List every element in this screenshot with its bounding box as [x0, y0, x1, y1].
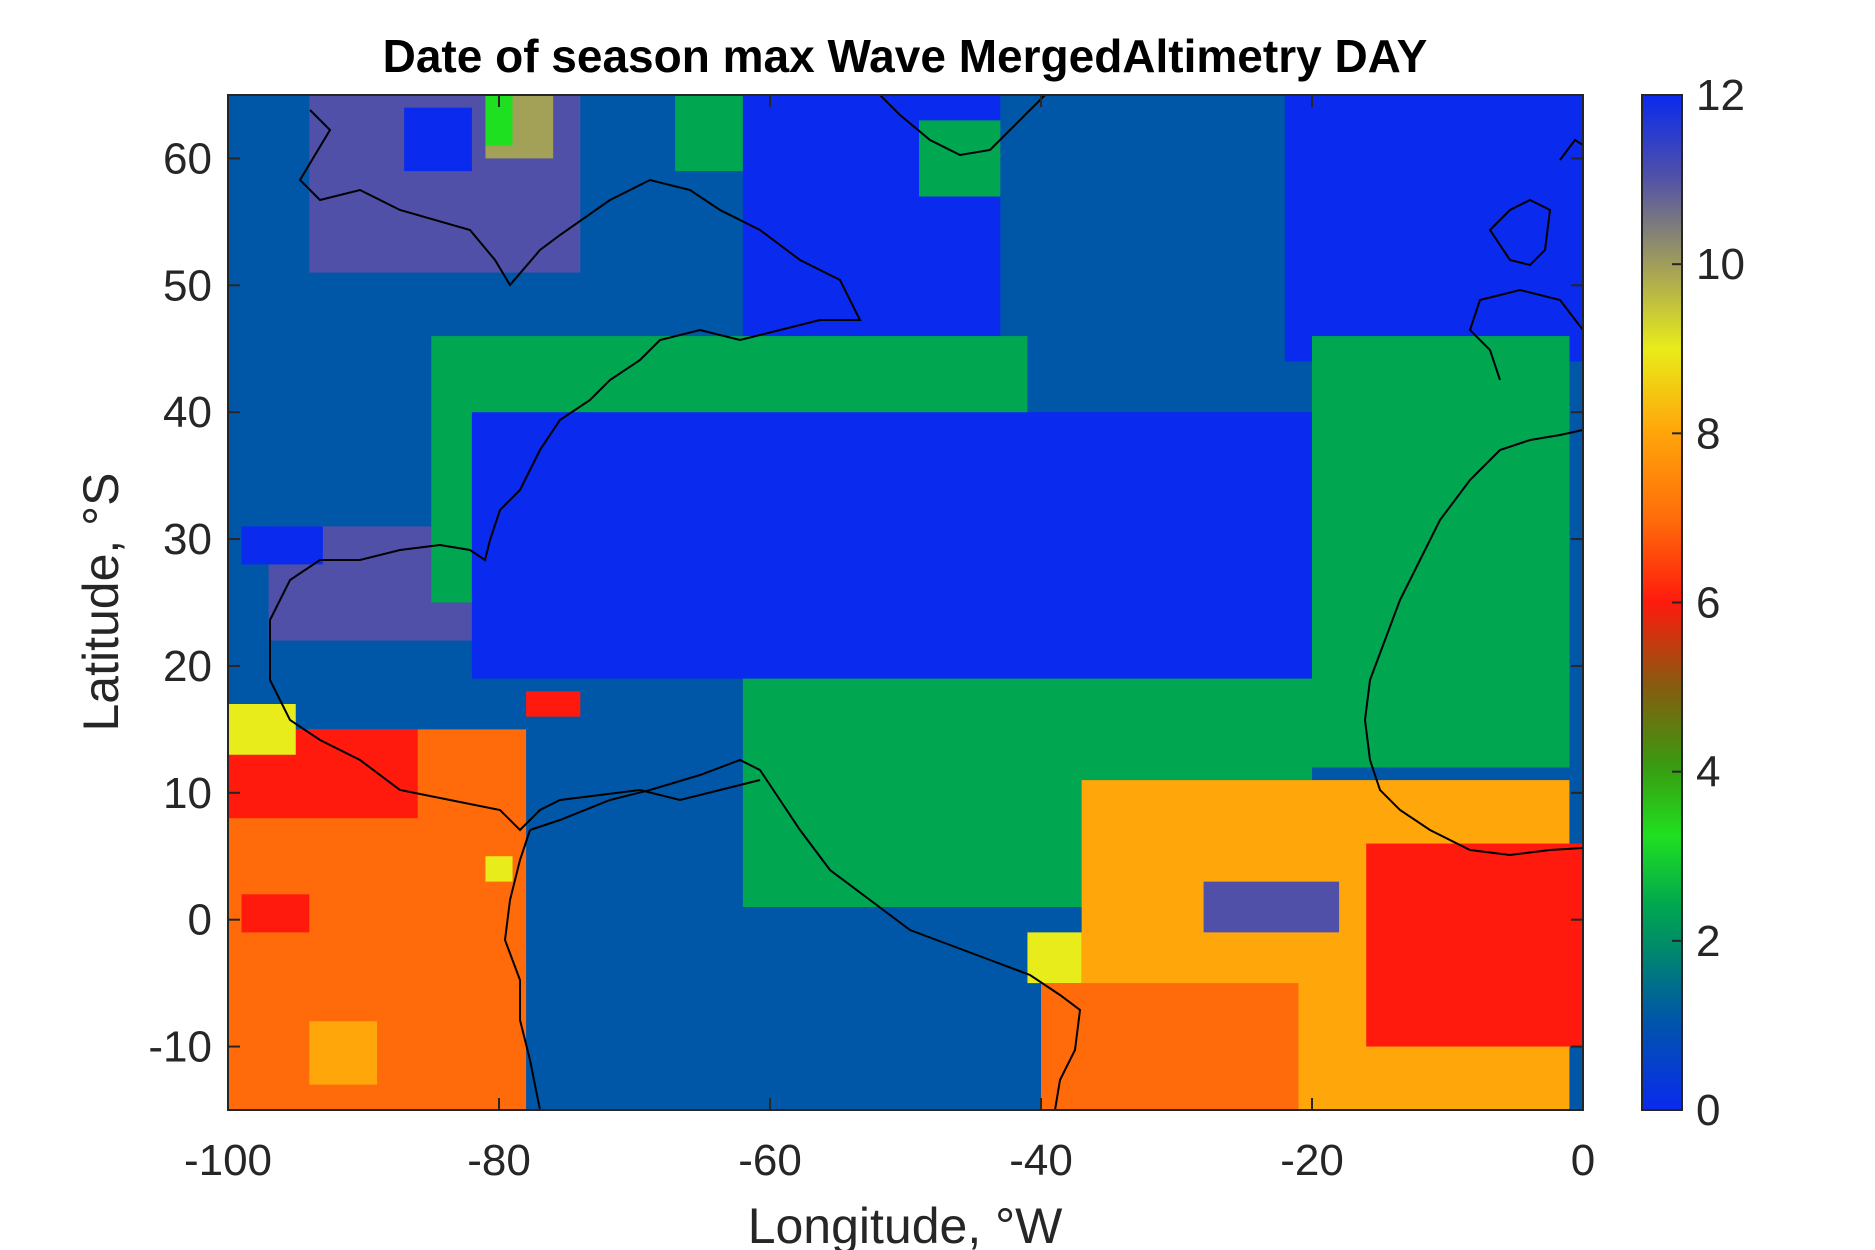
region-cell — [675, 95, 743, 172]
region-cell — [485, 856, 513, 882]
coastline-greenland — [879, 95, 1046, 157]
coastline-british-isles — [1488, 138, 1583, 267]
colorbar-tick-label: 8 — [1696, 409, 1720, 458]
region-cell — [1312, 336, 1570, 768]
y-tick-label: 50 — [163, 261, 212, 310]
region-cell — [471, 412, 1353, 679]
plot-frame — [227, 94, 1584, 1111]
coastline-africa-europe — [1363, 288, 1583, 857]
colorbar-tick-label: 0 — [1696, 1086, 1720, 1135]
region-cell — [1284, 95, 1583, 362]
y-tick-label: 60 — [163, 134, 212, 183]
colorbar-tick-label: 6 — [1696, 579, 1720, 628]
x-tick-label: 0 — [1571, 1136, 1595, 1185]
y-tick-label: 0 — [188, 896, 212, 945]
coastline-north-america — [269, 109, 862, 832]
region-cell — [404, 107, 472, 172]
y-axis-label: Latitude, °S — [73, 472, 129, 731]
x-tick-label: -100 — [184, 1136, 272, 1185]
colorbar-tick-label: 4 — [1696, 748, 1720, 797]
coastline-south-america — [503, 758, 1082, 1110]
x-tick-label: -60 — [738, 1136, 802, 1185]
x-axis-label: Longitude, °W — [748, 1198, 1063, 1250]
y-tick-label: 10 — [163, 769, 212, 818]
x-tick-label: -80 — [467, 1136, 531, 1185]
region-cell — [1203, 881, 1340, 933]
region-cell — [1041, 983, 1299, 1110]
x-tick-label: -20 — [1280, 1136, 1344, 1185]
heatmap-regions — [228, 95, 1583, 1110]
x-axis-ticks: -100 -80 -60 -40 -20 0 — [184, 95, 1595, 1185]
region-cell — [1366, 843, 1583, 1047]
colorbar-ticks: 0 2 4 6 8 10 12 — [1672, 71, 1745, 1135]
x-tick-label: -40 — [1009, 1136, 1073, 1185]
colorbar-tick-label: 12 — [1696, 71, 1745, 120]
colorbar: 0 2 4 6 8 10 12 — [1641, 71, 1745, 1135]
coastline — [269, 95, 1583, 1110]
region-cell — [228, 704, 296, 755]
chart-title: Date of season max Wave MergedAltimetry … — [383, 30, 1428, 82]
y-axis-ticks: -10 0 10 20 30 40 50 60 — [148, 134, 1583, 1072]
region-cell — [919, 120, 1001, 197]
region-cell — [241, 894, 310, 933]
y-tick-label: 20 — [163, 642, 212, 691]
plot-area — [228, 95, 1583, 1110]
region-cell — [1027, 932, 1082, 984]
region-cell — [526, 691, 581, 717]
y-tick-label: 30 — [163, 515, 212, 564]
colorbar-tick-label: 10 — [1696, 240, 1745, 289]
region-cell — [309, 1021, 378, 1085]
y-tick-label: -10 — [148, 1023, 212, 1072]
y-tick-label: 40 — [163, 388, 212, 437]
colorbar-tick-label: 2 — [1696, 917, 1720, 966]
region-cell — [241, 526, 323, 565]
